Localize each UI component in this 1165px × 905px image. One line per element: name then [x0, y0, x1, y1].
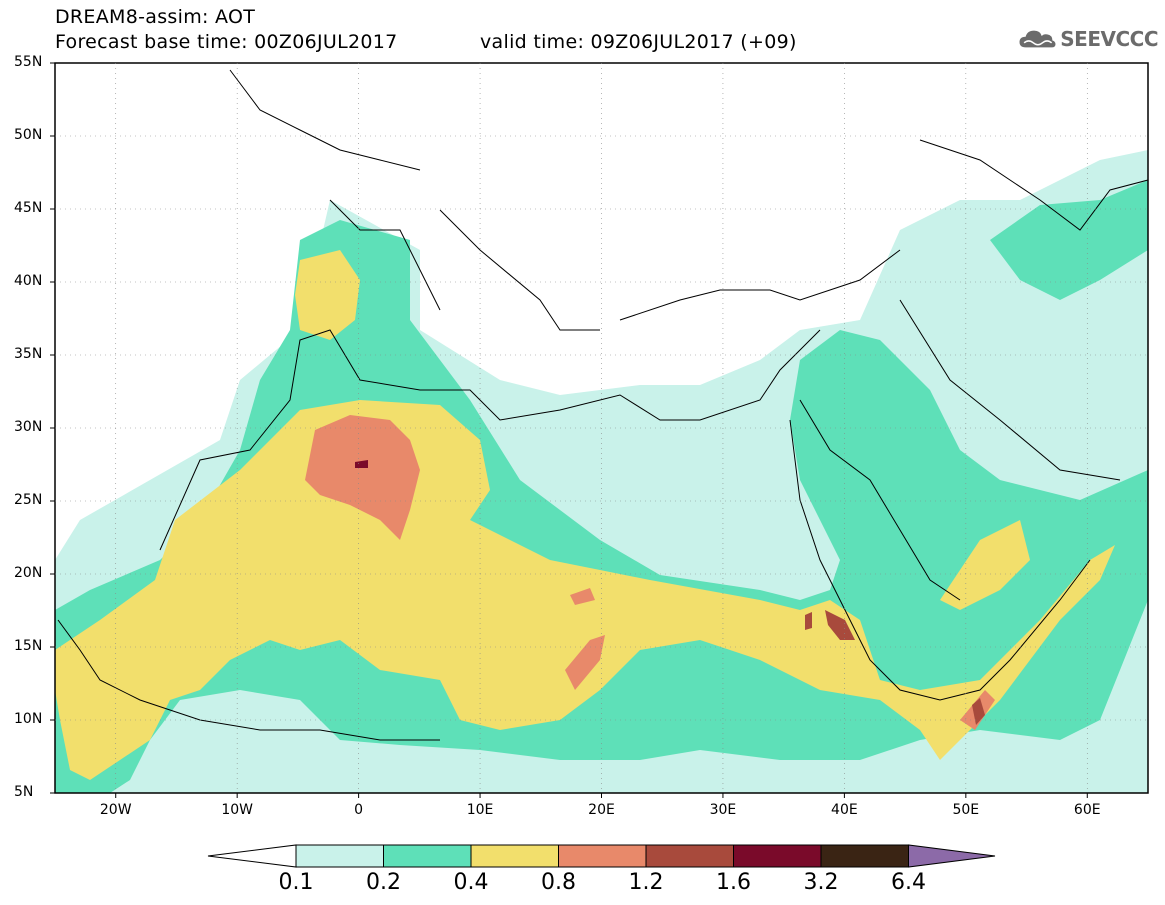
colorbar — [207, 844, 996, 868]
lat-label: 15N — [14, 638, 43, 654]
aot-field-level3 — [295, 250, 360, 340]
lat-label: 45N — [14, 200, 43, 216]
aot-field-level2 — [990, 180, 1148, 300]
colorbar-segment — [470, 844, 559, 868]
colorbar-label: 3.2 — [803, 870, 839, 895]
lat-label: 30N — [14, 419, 43, 435]
lat-label: 20N — [14, 565, 43, 581]
lon-label: 50E — [952, 802, 980, 818]
lon-label: 10W — [221, 802, 253, 818]
colorbar-segment — [733, 844, 822, 868]
colorbar-max-arrow — [908, 844, 996, 868]
aot-field-level5 — [972, 698, 985, 725]
colorbar-min-arrow — [207, 844, 297, 868]
aot-field-level5 — [825, 610, 855, 640]
colorbar-label: 1.6 — [716, 870, 751, 895]
aot-field-level4 — [570, 588, 595, 605]
title-line-1: DREAM8-assim: AOT — [55, 6, 256, 28]
lat-label: 40N — [14, 273, 43, 289]
lon-label: 40E — [831, 802, 858, 818]
gridlines — [55, 63, 1148, 793]
lat-label: 5N — [14, 784, 34, 800]
lon-label: 60E — [1073, 802, 1101, 818]
lat-label: 25N — [14, 492, 43, 508]
seevccc-logo: SEEVCCC — [1018, 22, 1158, 56]
lon-label: 20E — [588, 802, 615, 818]
logo-text: SEEVCCC — [1060, 27, 1158, 51]
aot-field-level2 — [55, 220, 1148, 793]
colorbar-segment — [383, 844, 472, 868]
aot-field-level4 — [565, 635, 605, 690]
colorbar-segment — [558, 844, 647, 868]
colorbar-label: 0.2 — [366, 870, 401, 895]
colorbar-label: 0.4 — [453, 870, 489, 895]
colorbar-segment — [645, 844, 734, 868]
colorbar-label: 0.1 — [278, 870, 314, 895]
title-line-2: Forecast base time: 00Z06JUL2017 — [55, 31, 398, 53]
axis-ticks — [50, 62, 1088, 798]
colorbar-label: 0.8 — [541, 870, 576, 895]
colorbar-segment — [820, 844, 909, 868]
lat-label: 35N — [14, 346, 43, 362]
coastlines — [57, 69, 1148, 741]
lon-label: 10E — [466, 802, 494, 818]
lat-label: 10N — [14, 711, 43, 727]
lat-label: 55N — [14, 54, 43, 70]
lat-label: 50N — [14, 127, 43, 143]
colorbar-label: 6.4 — [891, 870, 926, 895]
aot-field-level1 — [860, 330, 1100, 460]
valid-time: valid time: 09Z06JUL2017 (+09) — [480, 31, 797, 53]
lon-label: 20W — [99, 802, 132, 818]
colorbar-segment — [295, 844, 384, 868]
lon-label: 30E — [709, 802, 737, 818]
lon-label: 0 — [354, 802, 364, 818]
aot-field-level5 — [805, 612, 812, 630]
aot-field-level3 — [940, 520, 1030, 610]
aot-field-level4 — [305, 415, 420, 540]
aot-field-level6 — [355, 460, 368, 468]
cloud-icon — [1019, 30, 1056, 48]
colorbar-label: 1.2 — [628, 870, 664, 895]
